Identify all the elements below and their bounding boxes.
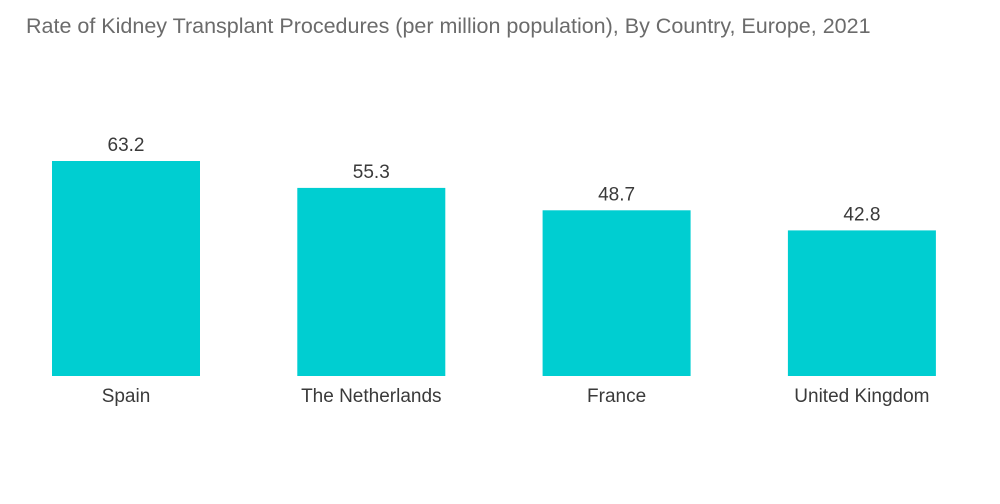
bar-united-kingdom	[787, 230, 936, 376]
category-label-the-netherlands: The Netherlands	[301, 386, 441, 407]
value-label-france: 48.7	[598, 184, 635, 205]
value-label-the-netherlands: 55.3	[353, 162, 390, 183]
value-label-spain: 63.2	[108, 135, 145, 156]
labels-layer: 63.2 Spain 55.3 The Netherlands 48.7 France 42…	[102, 135, 930, 407]
bar-spain	[52, 161, 200, 376]
category-label-france: France	[587, 386, 646, 407]
bar-the-netherlands	[297, 187, 446, 376]
bars-layer	[52, 161, 936, 376]
category-label-united-kingdom: United Kingdom	[794, 386, 929, 407]
bar-france	[542, 210, 691, 376]
value-label-united-kingdom: 42.8	[843, 204, 880, 225]
category-label-spain: Spain	[102, 386, 151, 407]
chart-title: Rate of Kidney Transplant Procedures (pe…	[26, 14, 871, 38]
